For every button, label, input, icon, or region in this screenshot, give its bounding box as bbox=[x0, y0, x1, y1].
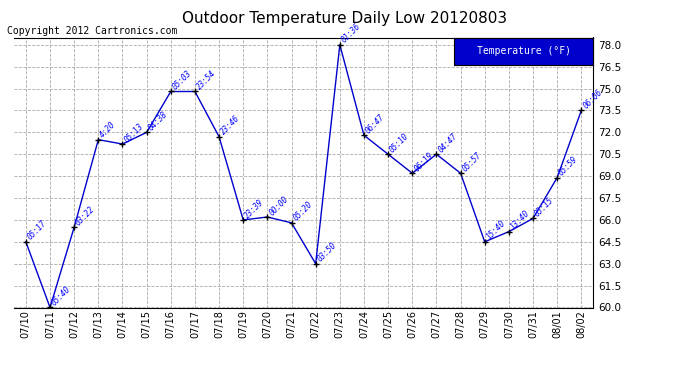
Text: 06:19: 06:19 bbox=[412, 150, 435, 173]
Text: 4:20: 4:20 bbox=[98, 120, 118, 140]
Text: 23:54: 23:54 bbox=[195, 69, 217, 92]
Text: 03:22: 03:22 bbox=[75, 204, 97, 227]
Text: 15:40: 15:40 bbox=[484, 219, 507, 242]
Text: 00:00: 00:00 bbox=[268, 194, 290, 217]
Text: 05:13: 05:13 bbox=[123, 122, 145, 144]
Text: 05:15: 05:15 bbox=[533, 196, 555, 219]
Text: 23:46: 23:46 bbox=[219, 114, 242, 137]
Text: Copyright 2012 Cartronics.com: Copyright 2012 Cartronics.com bbox=[7, 26, 177, 36]
Text: 04:38: 04:38 bbox=[146, 110, 169, 132]
Text: 05:20: 05:20 bbox=[291, 200, 314, 223]
Text: Outdoor Temperature Daily Low 20120803: Outdoor Temperature Daily Low 20120803 bbox=[182, 11, 508, 26]
Text: 01:36: 01:36 bbox=[339, 22, 362, 45]
Text: 06:06: 06:06 bbox=[581, 88, 604, 111]
Text: 06:47: 06:47 bbox=[364, 112, 386, 135]
Text: 03:50: 03:50 bbox=[315, 241, 338, 264]
Text: 05:17: 05:17 bbox=[26, 219, 48, 242]
Text: 05:40: 05:40 bbox=[50, 285, 72, 308]
Text: 05:59: 05:59 bbox=[558, 155, 580, 178]
Text: 04:47: 04:47 bbox=[436, 132, 459, 154]
Text: 13:40: 13:40 bbox=[509, 209, 531, 232]
Text: 05:57: 05:57 bbox=[461, 150, 483, 173]
Text: 05:03: 05:03 bbox=[170, 69, 193, 92]
Text: 23:39: 23:39 bbox=[243, 197, 266, 220]
Text: 05:10: 05:10 bbox=[388, 132, 411, 154]
